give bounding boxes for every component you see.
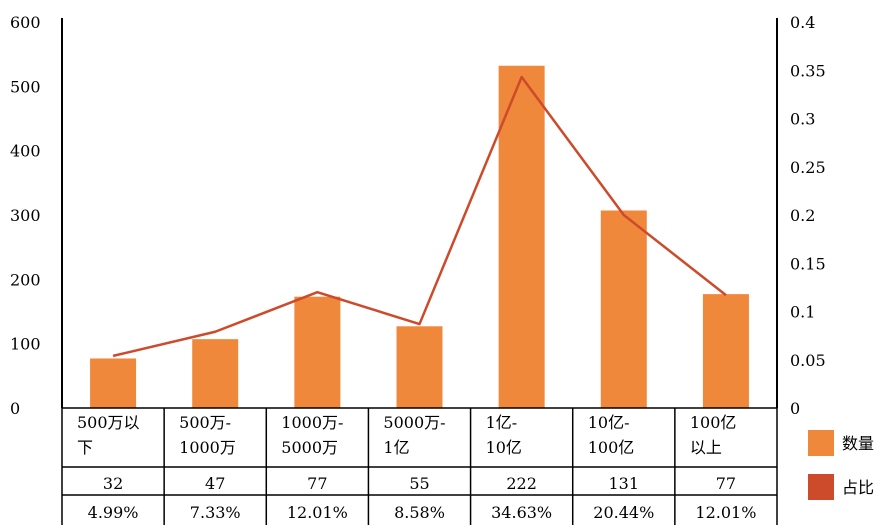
table-count-cell: 77	[716, 474, 736, 493]
table-count-cell: 55	[409, 474, 429, 493]
right-tick-label: 0.2	[790, 206, 815, 225]
right-tick-label: 0.35	[790, 61, 826, 80]
category-label: 以上	[690, 438, 722, 457]
left-tick-label: 600	[10, 13, 41, 32]
table-count-cell: 222	[506, 474, 537, 493]
right-tick-label: 0.3	[790, 110, 815, 129]
left-tick-label: 200	[10, 270, 41, 289]
bar-quantity	[702, 294, 749, 408]
table-percent-cell: 12.01%	[695, 503, 756, 522]
right-tick-label: 0	[790, 399, 800, 418]
table-percent-cell: 4.99%	[88, 503, 139, 522]
right-tick-label: 0.25	[790, 158, 826, 177]
left-tick-label: 400	[10, 142, 41, 161]
table-percent-cell: 12.01%	[287, 503, 348, 522]
right-tick-label: 0.15	[790, 254, 826, 273]
category-label: 500万以	[77, 413, 140, 432]
table-count-cell: 32	[103, 474, 123, 493]
left-tick-label: 500	[10, 77, 41, 96]
category-label: 100亿	[588, 438, 635, 457]
bar-quantity	[600, 210, 647, 408]
table-percent-cell: 34.63%	[491, 503, 552, 522]
legend-label: 数量	[842, 434, 874, 453]
bar-quantity	[396, 326, 443, 408]
left-tick-label: 0	[10, 399, 20, 418]
table-count-cell: 131	[609, 474, 640, 493]
left-tick-label: 100	[10, 335, 41, 354]
table-percent-cell: 7.33%	[190, 503, 241, 522]
category-label: 5000万-	[383, 413, 445, 432]
category-label: 500万-	[179, 413, 231, 432]
bar-quantity	[498, 65, 545, 408]
table-percent-cell: 8.58%	[394, 503, 445, 522]
legend-swatch	[808, 430, 834, 456]
category-label: 1亿	[383, 438, 409, 457]
category-label: 下	[77, 438, 93, 457]
table-count-cell: 47	[205, 474, 225, 493]
category-label: 10亿	[486, 438, 522, 457]
legend-label: 占比	[842, 478, 874, 497]
category-label: 5000万	[281, 438, 338, 457]
bar-quantity	[192, 339, 239, 408]
category-label: 1000万-	[281, 413, 343, 432]
legend-swatch	[808, 474, 834, 500]
right-tick-label: 0.05	[790, 351, 826, 370]
category-label: 10亿-	[588, 413, 630, 432]
bar-quantity	[90, 358, 137, 408]
right-tick-label: 0.4	[790, 13, 815, 32]
category-label: 100亿	[690, 413, 737, 432]
category-label: 1000万	[179, 438, 236, 457]
table-count-cell: 77	[307, 474, 327, 493]
left-tick-label: 300	[10, 206, 41, 225]
right-tick-label: 0.1	[790, 303, 815, 322]
table-percent-cell: 20.44%	[593, 503, 654, 522]
bar-quantity	[294, 296, 341, 408]
category-label: 1亿-	[486, 413, 518, 432]
